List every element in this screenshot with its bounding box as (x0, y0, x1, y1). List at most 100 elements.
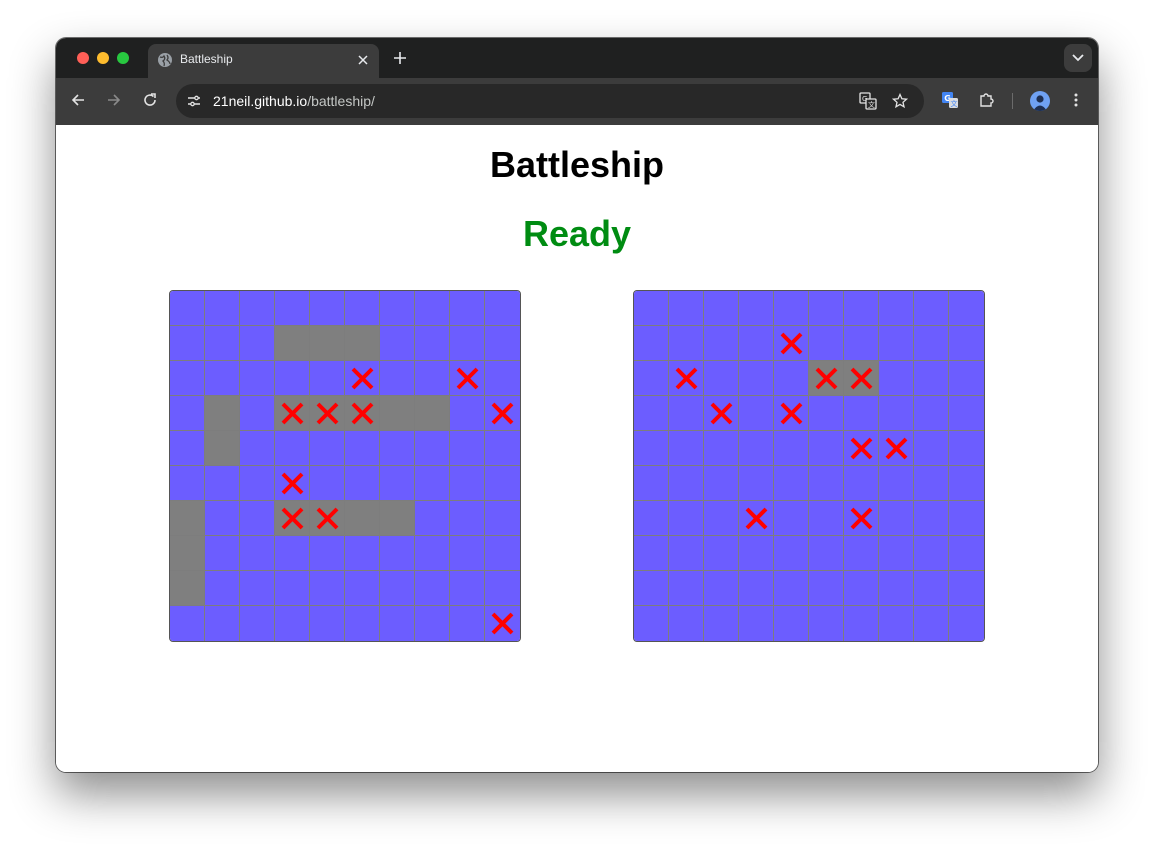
enemy-cell[interactable] (669, 571, 704, 606)
enemy-cell[interactable] (704, 291, 739, 326)
enemy-cell[interactable] (914, 536, 949, 571)
profile-avatar-icon[interactable] (1030, 91, 1050, 111)
enemy-cell[interactable] (809, 291, 844, 326)
zoom-window-button[interactable] (117, 52, 129, 64)
enemy-cell[interactable] (844, 571, 879, 606)
enemy-cell[interactable] (949, 396, 984, 431)
enemy-cell[interactable] (949, 606, 984, 641)
enemy-cell[interactable] (949, 431, 984, 466)
enemy-cell[interactable] (914, 501, 949, 536)
enemy-cell[interactable] (739, 536, 774, 571)
enemy-cell[interactable] (809, 536, 844, 571)
enemy-cell[interactable] (914, 291, 949, 326)
enemy-cell[interactable] (669, 326, 704, 361)
enemy-cell[interactable] (704, 431, 739, 466)
enemy-cell[interactable] (669, 536, 704, 571)
enemy-cell[interactable] (809, 326, 844, 361)
enemy-cell[interactable] (949, 326, 984, 361)
enemy-board[interactable] (633, 290, 985, 642)
enemy-cell[interactable] (634, 571, 669, 606)
enemy-cell[interactable] (844, 396, 879, 431)
enemy-cell[interactable] (949, 501, 984, 536)
enemy-cell[interactable] (914, 396, 949, 431)
enemy-cell[interactable] (774, 606, 809, 641)
enemy-cell[interactable] (704, 396, 739, 431)
enemy-cell[interactable] (704, 501, 739, 536)
enemy-cell[interactable] (879, 396, 914, 431)
plus-icon[interactable] (390, 48, 410, 68)
enemy-cell[interactable] (949, 291, 984, 326)
enemy-cell[interactable] (774, 326, 809, 361)
enemy-cell[interactable] (774, 361, 809, 396)
enemy-cell[interactable] (774, 291, 809, 326)
enemy-cell[interactable] (774, 466, 809, 501)
enemy-cell[interactable] (739, 501, 774, 536)
enemy-cell[interactable] (669, 396, 704, 431)
enemy-cell[interactable] (879, 361, 914, 396)
enemy-cell[interactable] (739, 571, 774, 606)
enemy-cell[interactable] (949, 571, 984, 606)
enemy-cell[interactable] (844, 431, 879, 466)
enemy-cell[interactable] (634, 396, 669, 431)
enemy-cell[interactable] (704, 466, 739, 501)
enemy-cell[interactable] (809, 396, 844, 431)
enemy-cell[interactable] (844, 326, 879, 361)
enemy-cell[interactable] (809, 361, 844, 396)
enemy-cell[interactable] (914, 606, 949, 641)
enemy-cell[interactable] (914, 571, 949, 606)
enemy-cell[interactable] (844, 361, 879, 396)
minimize-window-button[interactable] (97, 52, 109, 64)
close-icon[interactable] (354, 51, 372, 69)
enemy-cell[interactable] (879, 431, 914, 466)
enemy-cell[interactable] (774, 536, 809, 571)
enemy-cell[interactable] (844, 291, 879, 326)
enemy-cell[interactable] (634, 431, 669, 466)
enemy-cell[interactable] (669, 431, 704, 466)
enemy-cell[interactable] (739, 606, 774, 641)
site-info-icon[interactable] (184, 91, 204, 111)
enemy-cell[interactable] (914, 361, 949, 396)
enemy-cell[interactable] (879, 606, 914, 641)
forward-arrow-icon[interactable] (104, 90, 124, 110)
reload-icon[interactable] (140, 90, 160, 110)
enemy-cell[interactable] (669, 466, 704, 501)
chevron-down-icon[interactable] (1064, 44, 1092, 72)
close-window-button[interactable] (77, 52, 89, 64)
enemy-cell[interactable] (739, 466, 774, 501)
enemy-cell[interactable] (669, 501, 704, 536)
back-arrow-icon[interactable] (68, 90, 88, 110)
enemy-cell[interactable] (704, 326, 739, 361)
enemy-cell[interactable] (914, 326, 949, 361)
enemy-cell[interactable] (739, 431, 774, 466)
enemy-cell[interactable] (669, 606, 704, 641)
enemy-cell[interactable] (844, 466, 879, 501)
enemy-cell[interactable] (634, 466, 669, 501)
enemy-cell[interactable] (879, 571, 914, 606)
extensions-puzzle-icon[interactable] (976, 90, 996, 110)
enemy-cell[interactable] (844, 536, 879, 571)
enemy-cell[interactable] (634, 361, 669, 396)
more-vert-icon[interactable] (1066, 90, 1086, 110)
enemy-cell[interactable] (704, 361, 739, 396)
enemy-cell[interactable] (949, 361, 984, 396)
enemy-cell[interactable] (739, 326, 774, 361)
enemy-cell[interactable] (809, 606, 844, 641)
enemy-cell[interactable] (809, 501, 844, 536)
enemy-cell[interactable] (949, 466, 984, 501)
enemy-cell[interactable] (704, 536, 739, 571)
enemy-cell[interactable] (704, 606, 739, 641)
enemy-cell[interactable] (914, 431, 949, 466)
enemy-cell[interactable] (844, 606, 879, 641)
star-icon[interactable] (890, 91, 910, 111)
enemy-cell[interactable] (634, 536, 669, 571)
enemy-cell[interactable] (669, 361, 704, 396)
enemy-cell[interactable] (879, 536, 914, 571)
enemy-cell[interactable] (739, 396, 774, 431)
enemy-cell[interactable] (879, 326, 914, 361)
enemy-cell[interactable] (669, 291, 704, 326)
enemy-cell[interactable] (879, 501, 914, 536)
enemy-cell[interactable] (879, 291, 914, 326)
